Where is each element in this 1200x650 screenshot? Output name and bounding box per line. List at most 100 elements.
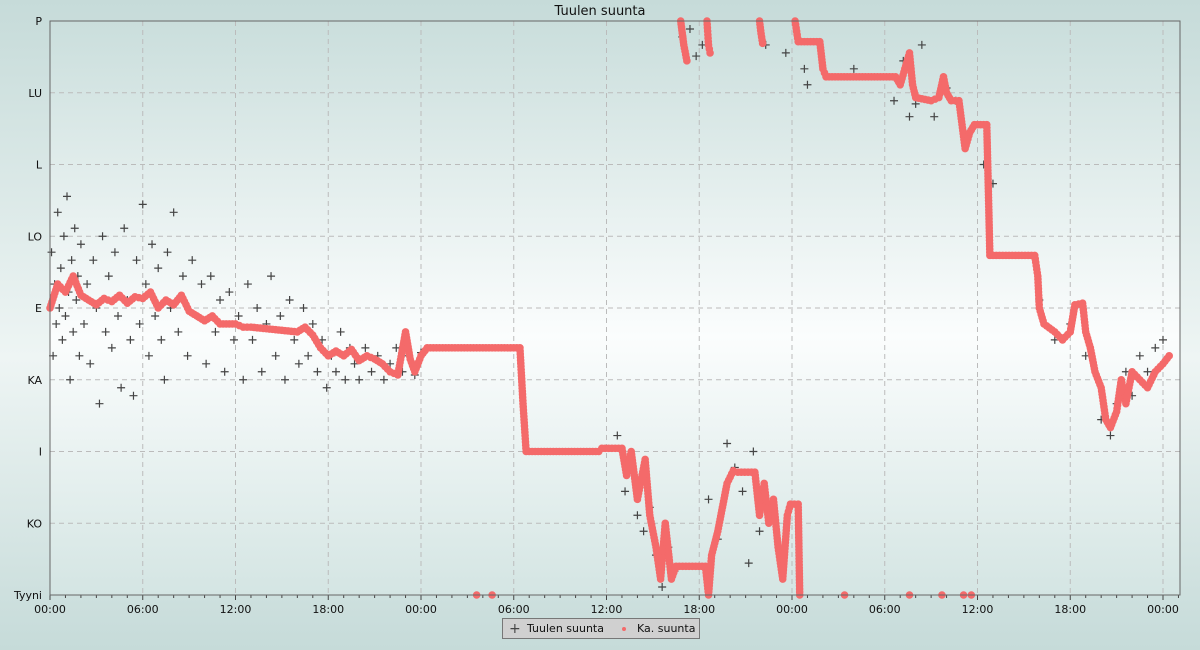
raw-point [63,192,72,201]
raw-point [104,272,113,281]
raw-point [66,375,75,384]
y-axis: P LU L LO E KA I KO Tyyni [13,15,43,602]
raw-point [392,343,401,352]
raw-point [692,52,701,61]
raw-point [59,232,68,241]
raw-point [723,439,732,448]
raw-point [174,327,183,336]
raw-point [138,200,147,209]
raw-point [276,311,285,320]
plot-frame [49,20,1181,596]
raw-point [160,375,169,384]
raw-point [299,304,308,312]
raw-point [1135,351,1144,360]
avg-point [683,57,691,65]
grid [49,20,1180,596]
x-tick-label: 12:00 [591,603,623,616]
x-axis: 00:00 06:00 12:00 18:00 00:00 06:00 12:00 18:00… [34,595,1179,616]
raw-point [294,359,303,368]
y-tick-label: KO [27,517,43,530]
raw-point [148,240,157,249]
raw-point [120,224,129,233]
raw-point [98,232,107,241]
raw-point [188,256,197,265]
legend-dot-icon [621,626,626,631]
avg-series [46,17,1173,599]
raw-point [744,559,753,568]
raw-point [704,495,713,504]
raw-point [154,264,163,273]
legend-avg-label: Ka. suunta [636,622,696,635]
raw-point [53,208,62,217]
raw-point [135,319,144,328]
raw-point [169,208,178,217]
raw-point [69,327,78,336]
x-tick-label: 00:00 [776,603,808,616]
raw-point [117,383,126,392]
raw-point [55,304,64,312]
raw-point [243,280,252,289]
legend-plus-icon: + [509,620,521,637]
x-tick-label: 06:00 [127,603,159,616]
raw-point [781,48,790,57]
avg-point [758,39,767,48]
plot-area [50,21,1180,595]
raw-point [216,296,225,305]
chart-title: Tuulen suunta [554,4,646,19]
raw-point [80,319,89,328]
raw-point [89,256,98,265]
raw-point [271,351,280,360]
raw-point [248,335,257,344]
raw-point [234,311,243,320]
raw-point [107,343,116,352]
raw-point [101,327,110,336]
raw-point [132,256,141,265]
x-tick-label: 00:00 [1147,603,1179,616]
raw-point [58,335,67,344]
raw-point [183,351,192,360]
raw-point [86,359,95,368]
avg-point [706,49,714,57]
x-tick-label: 00:00 [34,603,66,616]
legend: + Tuulen suunta Ka. suunta [502,618,700,639]
raw-point [220,367,229,376]
raw-point [257,367,266,376]
raw-point [253,304,262,312]
raw-point [633,511,642,520]
raw-point [1151,343,1160,352]
y-tick-label: KA [27,374,42,387]
raw-point [67,256,76,265]
raw-point [379,375,388,384]
raw-point [917,40,926,49]
x-tick-label: 12:00 [962,603,994,616]
raw-point [285,296,294,305]
y-tick-label: LU [28,87,42,100]
raw-point [355,375,364,384]
raw-point [72,296,81,305]
x-tick-label: 12:00 [220,603,252,616]
raw-point [336,327,345,336]
raw-point [803,80,812,89]
raw-point [70,224,79,233]
raw-point [178,272,187,281]
raw-point [930,112,939,121]
raw-point [144,351,153,360]
raw-point [361,343,370,352]
raw-point [849,64,858,73]
raw-point [331,367,340,376]
x-tick-label: 00:00 [405,603,437,616]
raw-point [52,319,61,328]
raw-point [280,375,289,384]
raw-point [114,311,123,320]
y-tick-label: LO [28,230,43,243]
raw-point [290,335,299,344]
raw-point [1159,335,1167,344]
y-tick-label: I [39,446,42,459]
y-tick-label: Tyyni [13,589,42,602]
raw-point [313,367,322,376]
raw-point [202,359,211,368]
raw-point [1106,431,1115,440]
raw-point [685,24,694,33]
raw-point [163,248,172,257]
raw-point [738,487,747,496]
